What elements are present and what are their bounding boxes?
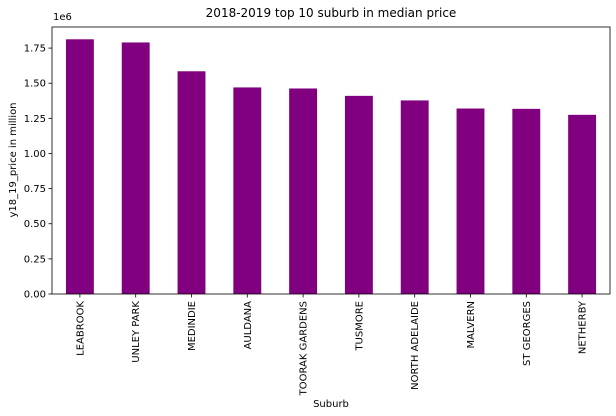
x-tick-label: TOORAK GARDENS (299, 301, 310, 396)
y-tick-label: 0.75 (24, 184, 46, 195)
x-axis-title: Suburb (313, 399, 349, 410)
x-tick-label: MEDINDIE (187, 301, 198, 351)
y-tick-label: 0.25 (24, 254, 46, 265)
bar-medindie (177, 71, 206, 295)
bar-tusmore (344, 95, 373, 294)
y-axis-title: y18_19_price in million (8, 102, 19, 217)
x-tick-label: ST GEORGES (522, 301, 533, 366)
x-tick-label: NORTH ADELAIDE (410, 301, 421, 390)
y-tick-label: 1.50 (24, 79, 46, 90)
bars-group (65, 39, 597, 295)
bar-malvern (456, 108, 485, 294)
bar-st-georges (512, 108, 541, 294)
bar-auldana (233, 87, 262, 295)
y-tick-label: 0.00 (24, 290, 46, 301)
x-tick-label: NETHERBY (578, 300, 589, 354)
x-axis-ticks: LEABROOK UNLEY PARK MEDINDIE AULDANA TOORAK … (75, 294, 589, 396)
bar-netherby (568, 114, 597, 294)
chart-title: 2018-2019 top 10 suburb in median price (206, 6, 457, 20)
y-axis-ticks: 0.00 0.25 0.50 0.75 1.00 1.25 1.50 1.75 (24, 44, 52, 301)
x-tick-label: LEABROOK (75, 301, 86, 356)
x-tick-label: AULDANA (243, 301, 254, 350)
bar-unley-park (121, 42, 150, 295)
bar-north-adelaide (400, 100, 429, 295)
y-tick-label: 1.00 (24, 149, 46, 160)
bar-leabrook (65, 39, 94, 294)
y-tick-label: 0.50 (24, 219, 46, 230)
x-tick-label: TUSMORE (354, 301, 365, 352)
bar-toorak-gardens (289, 88, 318, 294)
x-tick-label: UNLEY PARK (131, 301, 142, 363)
plot-frame (51, 26, 611, 295)
y-tick-label: 1.75 (24, 44, 46, 55)
y-axis-offset-label: 1e6 (53, 12, 72, 23)
x-tick-label: MALVERN (466, 301, 477, 349)
y-tick-label: 1.25 (24, 114, 46, 125)
